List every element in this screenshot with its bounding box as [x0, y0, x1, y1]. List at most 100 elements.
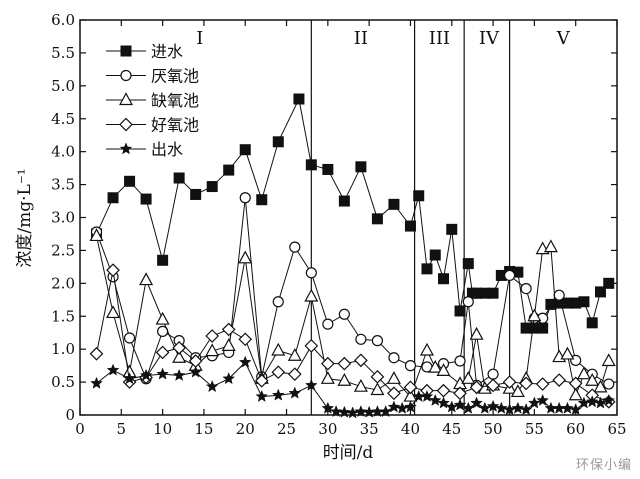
data-point-square: [256, 194, 268, 206]
data-point-star: [222, 372, 236, 385]
data-point-triangle: [238, 250, 253, 264]
data-point-square: [272, 136, 284, 148]
data-point-circle: [123, 332, 136, 344]
data-point-star: [354, 405, 368, 418]
data-point-circle: [289, 241, 301, 253]
data-point-circle: [454, 355, 466, 367]
y-tick-label: 3.0: [51, 209, 75, 227]
series-0: [91, 93, 615, 334]
data-point-diamond: [106, 263, 120, 278]
data-point-square: [438, 273, 450, 285]
data-point-star: [123, 372, 136, 385]
x-tick-label: 15: [194, 420, 213, 438]
data-point-triangle: [601, 353, 616, 367]
data-point-triangle: [527, 308, 542, 322]
data-point-star: [528, 396, 541, 409]
data-point-triangle: [320, 371, 335, 384]
data-point-square: [371, 213, 383, 225]
y-axis-label: 浓度/mg·L⁻¹: [15, 168, 35, 267]
data-point-diamond: [568, 376, 583, 391]
data-point-diamond: [254, 373, 269, 388]
series-4: [90, 355, 616, 419]
data-point-star: [536, 393, 550, 406]
data-point-star: [288, 386, 302, 399]
x-tick-label: 5: [117, 420, 127, 438]
y-tick-label: 6.0: [51, 11, 75, 29]
data-point-star: [205, 380, 219, 393]
data-point-triangle: [419, 342, 434, 356]
data-point-diamond: [403, 380, 418, 395]
data-point-square: [293, 93, 305, 105]
data-point-triangle: [386, 371, 401, 384]
phase-label: II: [354, 28, 368, 49]
data-point-triangle: [428, 359, 443, 373]
data-point-star: [594, 396, 607, 409]
data-point-star: [437, 396, 450, 409]
data-point-star: [338, 405, 351, 418]
series-3: [89, 263, 616, 409]
legend-label: 厌氧池: [151, 67, 199, 86]
x-tick-label: 30: [318, 420, 337, 438]
data-point-circle: [388, 352, 400, 364]
data-point-star: [346, 406, 359, 419]
data-point-diamond: [337, 356, 352, 371]
data-point-diamond: [354, 353, 368, 368]
data-point-diamond: [119, 117, 133, 132]
series-2: [89, 228, 616, 402]
y-tick-label: 3.5: [51, 176, 75, 194]
data-point-star: [119, 142, 133, 155]
x-tick-label: 25: [277, 420, 296, 438]
data-point-square: [537, 322, 549, 334]
data-point-square: [446, 223, 458, 235]
legend-label: 进水: [151, 42, 183, 61]
data-point-star: [387, 400, 401, 413]
phase-label: I: [196, 28, 203, 49]
data-point-circle: [355, 333, 367, 345]
data-point-triangle: [585, 373, 600, 386]
data-point-star: [271, 388, 285, 401]
series-line: [96, 197, 609, 387]
data-point-triangle: [155, 311, 170, 325]
data-point-triangle: [205, 343, 220, 357]
data-point-triangle: [139, 272, 154, 286]
data-point-diamond: [172, 341, 186, 355]
data-point-star: [156, 367, 169, 380]
data-point-diamond: [304, 339, 319, 353]
data-point-circle: [371, 335, 384, 347]
data-point-diamond: [469, 380, 484, 395]
y-tick-label: 0.5: [51, 373, 75, 391]
legend-item: 进水: [106, 42, 183, 61]
data-point-square: [239, 144, 251, 156]
data-point-triangle: [89, 228, 104, 242]
data-point-star: [238, 355, 252, 368]
data-point-square: [388, 198, 400, 210]
data-point-star: [139, 368, 153, 381]
y-tick-label: 5.5: [51, 44, 75, 62]
y-tick-label: 1.5: [51, 307, 75, 325]
data-point-triangle: [353, 378, 368, 392]
data-point-star: [470, 396, 483, 409]
data-point-circle: [462, 296, 474, 308]
data-point-circle: [553, 289, 565, 301]
legend-label: 好氧池: [151, 116, 199, 135]
data-point-diamond: [436, 383, 451, 398]
y-tick-label: 0: [65, 406, 75, 424]
data-point-square: [120, 45, 132, 57]
data-point-diamond: [370, 369, 385, 384]
data-point-square: [462, 258, 474, 270]
data-point-star: [255, 389, 269, 402]
data-point-square: [206, 181, 218, 193]
data-point-diamond: [238, 332, 253, 347]
data-point-square: [603, 277, 615, 289]
data-point-star: [329, 405, 343, 418]
legend-item: 出水: [106, 140, 183, 159]
data-point-triangle: [568, 387, 583, 401]
data-point-triangle: [118, 92, 134, 106]
y-tick-label: 1.0: [51, 340, 75, 358]
x-tick-label: 60: [566, 420, 585, 438]
data-point-square: [578, 296, 590, 308]
data-point-circle: [305, 267, 317, 279]
data-point-circle: [520, 283, 532, 295]
data-point-square: [487, 287, 499, 299]
data-point-triangle: [287, 347, 302, 361]
